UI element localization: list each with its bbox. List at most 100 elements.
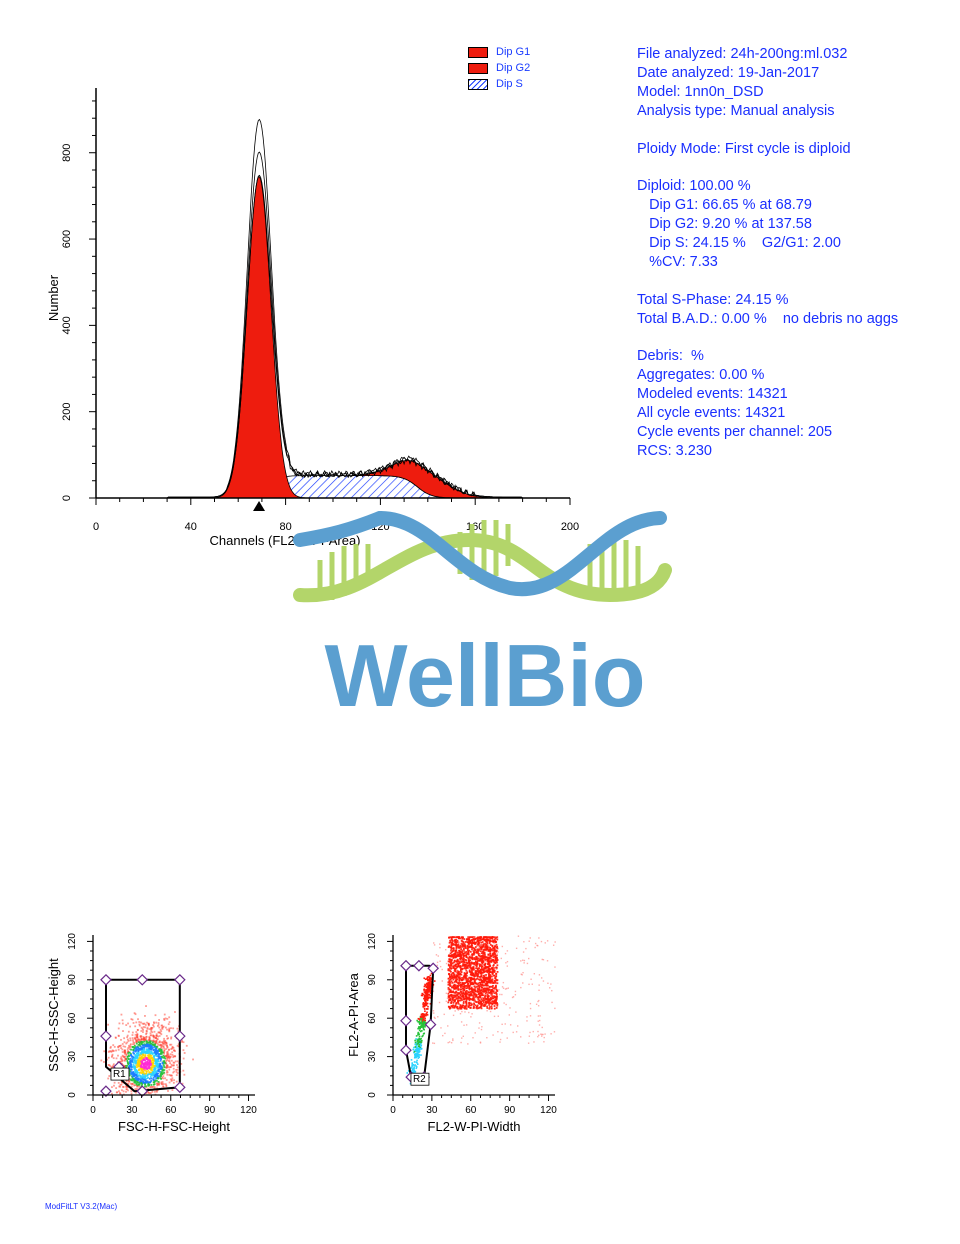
scatter-point [493, 961, 496, 964]
scatter-point [422, 1020, 424, 1023]
scatter-point [471, 998, 474, 1001]
scatter-point [417, 1047, 420, 1049]
scatter-point [169, 1078, 172, 1081]
scatter-point [117, 1081, 120, 1084]
scatter-point [488, 967, 491, 970]
scatter-point [460, 943, 462, 945]
scatter-point [126, 1056, 129, 1058]
scatter-point [163, 1013, 166, 1016]
scatter-point [483, 955, 486, 957]
scatter-point [451, 986, 453, 989]
scatter-point [125, 1057, 127, 1060]
scatter-point [430, 977, 433, 979]
scatter-point [422, 1017, 425, 1019]
scatter-point [455, 946, 458, 948]
scatter-point [502, 981, 505, 984]
scatter-point [468, 961, 471, 964]
scatter-point [526, 962, 529, 965]
scatter-point [126, 1048, 129, 1051]
scatter-point [134, 1013, 137, 1016]
scatter-point [465, 959, 468, 962]
scatter-point [497, 1031, 499, 1033]
scatter-point [466, 944, 469, 947]
scatter-point [458, 975, 460, 977]
scatter-point [477, 1002, 480, 1005]
scatter-point [124, 1045, 127, 1048]
scatter-point [493, 969, 496, 972]
scatter-point [494, 961, 497, 964]
scatter-point [134, 1076, 137, 1079]
scatter-point [135, 1046, 138, 1049]
scatter-point [474, 942, 477, 944]
scatter-point [145, 1092, 148, 1095]
scatter-point [541, 1033, 543, 1036]
scatter-point [171, 1074, 173, 1077]
scatter-point [136, 1061, 139, 1063]
scatter-point [170, 1027, 172, 1030]
scatter-point [163, 1049, 166, 1052]
scatter-point [414, 1064, 416, 1066]
scatter-point [426, 977, 428, 980]
scatter-point [491, 995, 494, 998]
scatter-point [452, 1004, 455, 1007]
scatter-point [453, 964, 456, 967]
scatter-point [488, 974, 490, 977]
scatter-point [129, 1062, 132, 1065]
scatter-point [472, 1005, 475, 1008]
scatter-point [146, 1065, 149, 1067]
scatter-point [419, 1043, 421, 1046]
scatter-point [458, 979, 461, 981]
scatter-point [445, 948, 447, 951]
scatter-point [529, 937, 531, 939]
scatter-point [488, 939, 491, 942]
scatter-point [414, 1055, 417, 1058]
scatter-point [492, 964, 495, 967]
scatter-point [479, 955, 482, 958]
scatter-point [539, 1015, 541, 1017]
scatter-point [477, 952, 480, 955]
scatter-point [467, 991, 470, 994]
scatter-point [162, 1075, 165, 1078]
scatter-point [144, 1067, 147, 1070]
scatter-point [419, 1016, 422, 1018]
scatter-point [523, 959, 526, 962]
gate-handle [413, 959, 425, 972]
scatter-point [177, 1043, 180, 1046]
scatter-point [155, 1047, 157, 1050]
scatter-point [491, 972, 494, 974]
scatter-point [458, 962, 460, 965]
scatter-point [138, 1065, 140, 1068]
scatter-point [480, 941, 483, 944]
scatter-point [171, 1053, 174, 1056]
scatter-point [418, 1037, 421, 1040]
y-tick-label: 60 [67, 1012, 78, 1024]
scatter-point [167, 1056, 170, 1058]
scatter-point [424, 1017, 426, 1020]
scatter-point [487, 969, 489, 972]
gate-handle [424, 1018, 437, 1031]
scatter-point [161, 1027, 164, 1030]
scatter-point [142, 1036, 145, 1038]
scatter-point [126, 1059, 129, 1062]
scatter-point [448, 961, 451, 963]
legend-label-dip-g1: Dip G1 [496, 46, 531, 58]
scatter-point [488, 985, 491, 988]
scatter-point [449, 983, 451, 986]
scatter-point [469, 984, 471, 987]
scatter-point [141, 1070, 144, 1073]
scatter-point [463, 988, 466, 990]
scatter-point [411, 1069, 414, 1071]
scatter-point [451, 962, 454, 965]
scatter-point [149, 1064, 152, 1066]
scatter-point [493, 974, 496, 977]
scatter-point [526, 1016, 528, 1018]
scatter-point [472, 940, 475, 942]
scatter-point [452, 950, 455, 952]
scatter-point [454, 955, 457, 958]
scatter-point [165, 1062, 168, 1065]
scatter-point [451, 997, 454, 1000]
scatter-point [538, 1024, 541, 1026]
scatter-point [477, 993, 480, 996]
scatter-point [451, 977, 453, 980]
scatter-point [137, 1061, 140, 1064]
